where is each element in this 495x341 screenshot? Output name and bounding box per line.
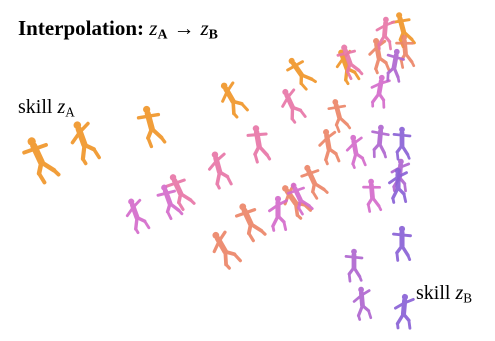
agent-pose-icon [388, 167, 408, 204]
skill-b-sub: B [463, 290, 473, 306]
agent-pose-icon [345, 134, 367, 169]
title-var-a: z [149, 16, 158, 40]
skill-b-word: skill [416, 282, 456, 304]
agent-pose-icon [286, 57, 317, 91]
title-sub-b: B [208, 26, 218, 42]
agent-pose-icon [22, 137, 61, 185]
figure-title: Interpolation: zA → zB [18, 16, 218, 41]
title-prefix: Interpolation: [18, 16, 150, 40]
agent-pose-icon [165, 174, 196, 212]
agent-pose-icon [287, 182, 314, 216]
skill-b-var: z [455, 282, 464, 304]
agent-pose-icon [318, 129, 341, 166]
agent-pose-icon [368, 38, 391, 75]
agent-pose-icon [234, 203, 267, 243]
arrow-icon: → [173, 16, 195, 40]
agent-pose-icon [220, 81, 249, 119]
agent-pose-icon [70, 121, 101, 166]
agent-pose-icon [375, 16, 396, 51]
agent-pose-icon [386, 48, 405, 83]
title-sub-a: A [157, 26, 168, 42]
agent-pose-icon [246, 125, 272, 164]
agent-pose-icon [336, 44, 364, 81]
agent-pose-icon [371, 124, 390, 159]
agent-pose-icon [268, 195, 288, 232]
agent-pose-icon [212, 230, 242, 270]
agent-pose-icon [362, 178, 383, 213]
agent-pose-icon [300, 164, 329, 200]
agent-pose-icon [392, 126, 412, 161]
agent-pose-icon [370, 74, 391, 109]
agent-pose-icon [394, 293, 415, 330]
agent-pose-icon [281, 88, 307, 124]
agent-pose-icon [327, 99, 352, 133]
agent-pose-icon [208, 151, 233, 190]
skill-a-label: skill zA [18, 96, 75, 119]
agent-pose-icon [344, 248, 364, 283]
agent-pose-icon [125, 198, 151, 235]
agent-pose-icon [156, 184, 184, 221]
skill-a-var: z [57, 96, 66, 118]
skill-a-word: skill [18, 96, 58, 118]
skill-a-sub: A [65, 104, 75, 120]
agent-pose-icon [392, 225, 412, 262]
agent-pose-icon [352, 286, 373, 321]
skill-b-label: skill zB [416, 282, 472, 305]
title-var-b: z [200, 16, 209, 40]
agent-pose-icon [136, 105, 167, 149]
